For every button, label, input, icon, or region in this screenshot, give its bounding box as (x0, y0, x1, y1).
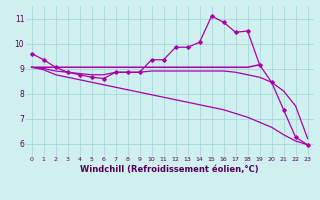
X-axis label: Windchill (Refroidissement éolien,°C): Windchill (Refroidissement éolien,°C) (80, 165, 259, 174)
